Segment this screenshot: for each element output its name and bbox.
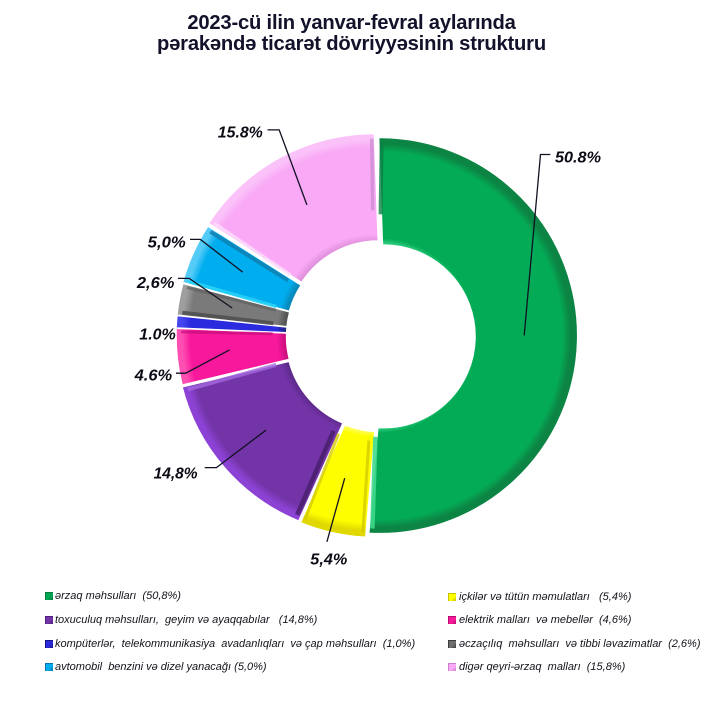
svg-text:4.6%: 4.6%: [134, 368, 173, 385]
svg-text:14,8%: 14,8%: [154, 465, 198, 482]
svg-text:1.0%: 1.0%: [139, 327, 176, 344]
svg-text:5,4%: 5,4%: [310, 552, 347, 569]
svg-text:50.8%: 50.8%: [555, 150, 601, 167]
svg-text:2,6%: 2,6%: [136, 275, 175, 292]
svg-text:15.8%: 15.8%: [218, 125, 263, 142]
svg-text:5,0%: 5,0%: [148, 234, 186, 251]
